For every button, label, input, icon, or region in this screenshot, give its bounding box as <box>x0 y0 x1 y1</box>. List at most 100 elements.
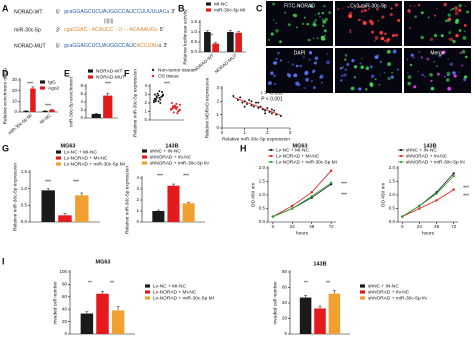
cell-signal <box>302 56 305 59</box>
legend-label: Lv-NC + MI-NC <box>276 147 309 153</box>
cell-signal <box>358 6 361 9</box>
cell-signal <box>273 74 276 77</box>
cell-signal <box>451 7 454 11</box>
x-tick-label: 72 <box>451 224 457 229</box>
y-tick-label: 80 <box>282 269 288 274</box>
y-tick-label: 80 <box>62 282 68 287</box>
legend-swatch <box>88 69 93 73</box>
cell-signal <box>444 75 446 78</box>
cell-signal <box>360 9 364 13</box>
sequence-part: gcaGGAGCUCUAUGGCCAUCCUUUUUACa <box>64 9 169 15</box>
cell-signal <box>436 72 440 76</box>
cell-signal <box>461 64 464 67</box>
legend-label: Non-tumor tissue <box>158 67 195 73</box>
legend-label: Lv-NORAD + MI-NC <box>276 153 320 159</box>
cell-signal <box>464 5 466 7</box>
cell-signal <box>307 39 309 41</box>
bar <box>96 293 109 334</box>
cell-signal <box>270 71 274 75</box>
cell-signal <box>420 35 424 40</box>
cell-signal <box>386 49 391 54</box>
cell-signal <box>360 65 364 69</box>
cell-signal <box>448 17 452 21</box>
cell-signal <box>374 78 377 80</box>
image-label: FITC-NORAD <box>284 3 315 9</box>
cell-signal <box>374 40 376 42</box>
cell-signal <box>272 2 276 6</box>
cell-signal <box>287 23 291 27</box>
annotation: *** <box>341 192 347 198</box>
cell-signal <box>447 13 451 17</box>
data-point <box>159 102 162 104</box>
cell-signal <box>342 66 345 68</box>
bar <box>103 95 113 118</box>
bar <box>314 308 326 334</box>
data-point <box>239 96 242 99</box>
data-point <box>161 95 164 98</box>
data-point <box>275 113 278 116</box>
cell-signal <box>458 71 460 73</box>
cell-signal <box>322 20 327 24</box>
cell-signal <box>408 12 411 14</box>
y-tick-label: 1.0 <box>21 186 28 191</box>
cell-signal <box>387 62 392 67</box>
legend-swatch <box>145 296 150 300</box>
cell-signal <box>445 19 448 23</box>
y-tick-label: 3 <box>216 85 219 90</box>
cell-signal <box>458 29 462 32</box>
cell-signal <box>303 87 306 90</box>
bar <box>91 114 101 118</box>
y-tick-label: 4 <box>80 99 83 104</box>
panel-label: D <box>2 68 9 78</box>
cell-signal <box>386 41 389 43</box>
y-tick-label: 8 <box>80 83 83 88</box>
data-point <box>174 107 177 110</box>
annotation: *** <box>463 193 469 199</box>
cell-signal <box>274 82 277 85</box>
cell-signal <box>453 74 457 78</box>
bar <box>30 88 36 112</box>
legend-label: OS tissue <box>158 73 179 79</box>
cell-signal <box>394 3 399 7</box>
y-axis-label: Invaded cell number <box>272 281 278 325</box>
y-tick-label: 4 <box>144 83 147 88</box>
cell-signal <box>342 7 344 9</box>
cell-signal <box>267 38 271 41</box>
cell-signal <box>272 61 276 65</box>
cell-signal <box>339 66 343 70</box>
data-point <box>179 103 181 106</box>
cell-signal <box>322 24 325 27</box>
cell-signal <box>320 81 323 84</box>
cell-signal <box>411 54 413 56</box>
cell-signal <box>378 83 381 86</box>
data-point <box>178 109 181 112</box>
cell-signal <box>348 11 353 16</box>
legend-swatch <box>206 8 211 12</box>
cell-signal <box>383 72 386 74</box>
y-tick-label: 1 <box>216 112 219 117</box>
legend-label: Lv-NORAD + miR-30c-5p MI <box>153 295 214 301</box>
y-tick-label: 20 <box>12 88 18 93</box>
cell-signal <box>390 7 393 10</box>
data-point <box>452 172 455 175</box>
cell-signal <box>312 37 315 39</box>
cell-signal <box>414 5 416 7</box>
y-tick-label: 0 <box>216 125 219 130</box>
cell-signal <box>313 61 317 65</box>
y-tick-label: 0 <box>144 117 147 122</box>
cell-signal <box>414 15 417 18</box>
cell-signal <box>305 77 309 82</box>
y-tick-label: 0 <box>284 331 287 336</box>
series-line <box>402 189 454 217</box>
legend-swatch <box>360 290 365 294</box>
data-point <box>452 174 455 178</box>
data-point <box>248 99 251 101</box>
legend-swatch <box>56 162 61 166</box>
cell-signal <box>324 17 328 22</box>
legend-label: shNORAD + miR-30c-5p IN <box>406 159 465 165</box>
annotation: *** <box>157 173 163 179</box>
data-point <box>175 102 178 105</box>
cell-signal <box>344 68 348 71</box>
x-tick-label: 3 <box>289 130 292 135</box>
